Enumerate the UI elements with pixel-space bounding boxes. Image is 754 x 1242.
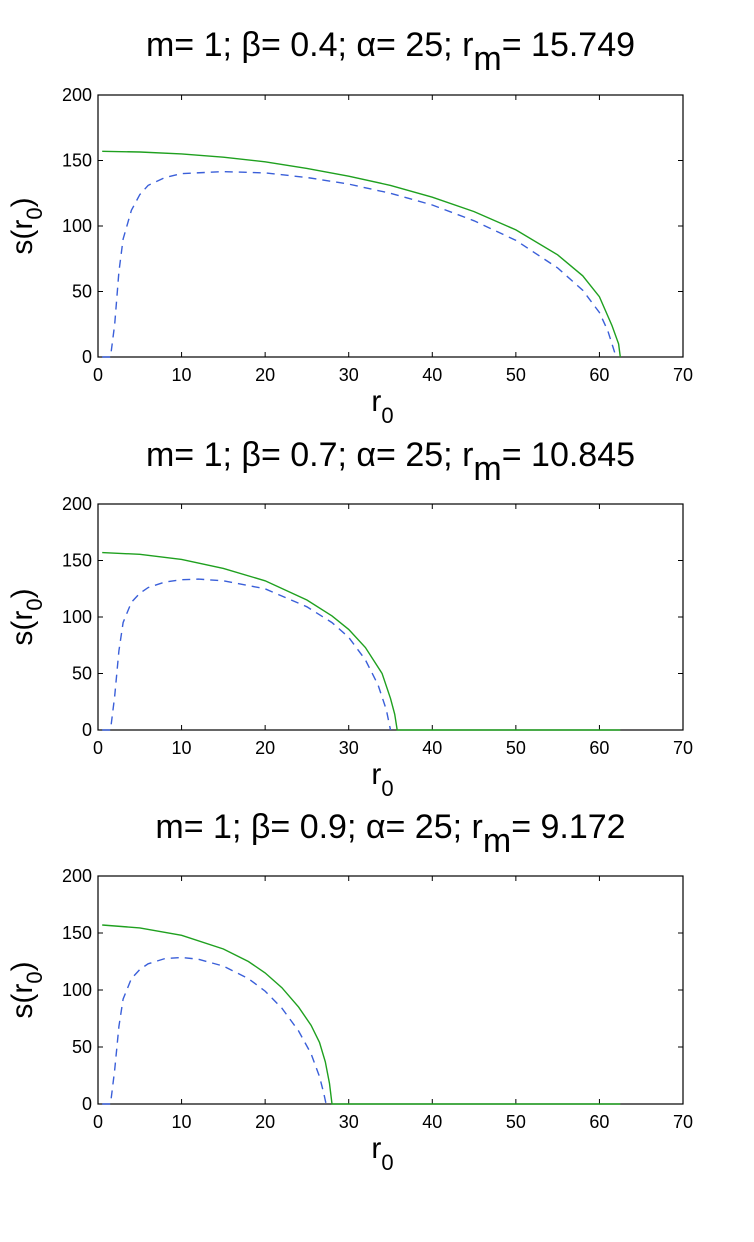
x-tick-label: 70 — [673, 738, 693, 758]
y-tick-label: 50 — [72, 282, 92, 302]
x-tick-label: 30 — [339, 1112, 359, 1132]
x-tick-label: 10 — [172, 365, 192, 385]
y-tick-label: 0 — [82, 1094, 92, 1114]
title-rm-value: = 9.172 — [511, 808, 625, 846]
title-rm-base: r — [453, 26, 474, 64]
series-dashed-line — [102, 578, 392, 731]
title-m: m= 1; — [146, 436, 232, 474]
x-tick-label: 20 — [255, 738, 275, 758]
axes-frame — [97, 94, 684, 358]
title-rm-base: r — [453, 436, 474, 474]
title-rm-sub: m — [473, 450, 501, 488]
x-axis-label: r0 — [371, 758, 393, 801]
y-tick-label: 100 — [62, 216, 92, 236]
series-solid-line — [102, 150, 621, 358]
title-rm-base: r — [462, 808, 483, 846]
x-tick-label: 0 — [93, 1112, 103, 1132]
series-solid-line — [102, 551, 621, 731]
y-tick-label: 0 — [82, 720, 92, 740]
y-label-sub: 0 — [22, 598, 47, 610]
x-tick-label: 60 — [589, 365, 609, 385]
x-tick-label: 0 — [93, 738, 103, 758]
x-tick-label: 70 — [673, 365, 693, 385]
y-tick-label: 200 — [62, 494, 92, 514]
series-dashed-line — [102, 956, 327, 1105]
title-rm-value: = 10.845 — [502, 436, 635, 474]
y-label-close: ) — [6, 197, 39, 207]
y-label-close: ) — [6, 588, 39, 598]
y-axis-label: s(r0) — [6, 588, 47, 645]
x-tick-label: 10 — [172, 1112, 192, 1132]
title-rm-value: = 15.749 — [502, 26, 635, 64]
y-tick-label: 100 — [62, 607, 92, 627]
x-tick-label: 40 — [422, 1112, 442, 1132]
y-tick-label: 50 — [72, 1037, 92, 1057]
title-beta: β= 0.7; — [232, 436, 347, 474]
title-beta: β= 0.4; — [232, 26, 347, 64]
title-alpha: α= 25; — [347, 26, 453, 64]
x-label-base: r — [371, 1132, 381, 1165]
x-tick-label: 40 — [422, 738, 442, 758]
x-tick-label: 70 — [673, 1112, 693, 1132]
x-label-base: r — [371, 385, 381, 418]
x-label-sub: 0 — [381, 1150, 393, 1175]
y-tick-label: 150 — [62, 151, 92, 171]
chart-title: m= 1; β= 0.4; α= 25; rm= 15.749 — [146, 26, 635, 78]
title-m: m= 1; — [155, 808, 241, 846]
axes-frame — [97, 875, 684, 1105]
y-tick-label: 100 — [62, 980, 92, 1000]
x-tick-label: 10 — [172, 738, 192, 758]
y-tick-label: 50 — [72, 664, 92, 684]
x-axis-label: r0 — [371, 1132, 393, 1175]
series-dashed-line — [102, 170, 617, 358]
x-tick-label: 20 — [255, 1112, 275, 1132]
y-label-base: s(r — [6, 220, 39, 255]
title-rm-sub: m — [483, 822, 511, 860]
x-tick-label: 30 — [339, 738, 359, 758]
x-label-sub: 0 — [381, 403, 393, 428]
x-tick-label: 60 — [589, 738, 609, 758]
x-tick-label: 30 — [339, 365, 359, 385]
x-tick-label: 60 — [589, 1112, 609, 1132]
y-label-sub: 0 — [22, 971, 47, 983]
x-tick-label: 50 — [506, 1112, 526, 1132]
y-label-close: ) — [6, 961, 39, 971]
x-tick-label: 50 — [506, 365, 526, 385]
x-tick-label: 0 — [93, 365, 103, 385]
title-alpha: α= 25; — [356, 808, 462, 846]
y-axis-label: s(r0) — [6, 961, 47, 1018]
y-label-base: s(r — [6, 984, 39, 1019]
axes-frame — [97, 503, 684, 731]
y-axis-label: s(r0) — [6, 197, 47, 254]
y-tick-label: 150 — [62, 551, 92, 571]
x-tick-label: 50 — [506, 738, 526, 758]
chart-title: m= 1; β= 0.9; α= 25; rm= 9.172 — [155, 808, 625, 860]
series-solid-line — [102, 924, 621, 1105]
y-label-sub: 0 — [22, 207, 47, 219]
x-tick-label: 40 — [422, 365, 442, 385]
title-m: m= 1; — [146, 26, 232, 64]
title-rm-sub: m — [473, 40, 501, 78]
title-alpha: α= 25; — [347, 436, 453, 474]
x-tick-label: 20 — [255, 365, 275, 385]
y-label-base: s(r — [6, 611, 39, 646]
y-tick-label: 200 — [62, 866, 92, 886]
x-label-base: r — [371, 758, 381, 791]
chart-title: m= 1; β= 0.7; α= 25; rm= 10.845 — [146, 436, 635, 488]
y-tick-label: 0 — [82, 347, 92, 367]
x-axis-label: r0 — [371, 385, 393, 428]
y-tick-label: 200 — [62, 85, 92, 105]
x-label-sub: 0 — [381, 776, 393, 801]
y-tick-label: 150 — [62, 923, 92, 943]
title-beta: β= 0.9; — [241, 808, 356, 846]
